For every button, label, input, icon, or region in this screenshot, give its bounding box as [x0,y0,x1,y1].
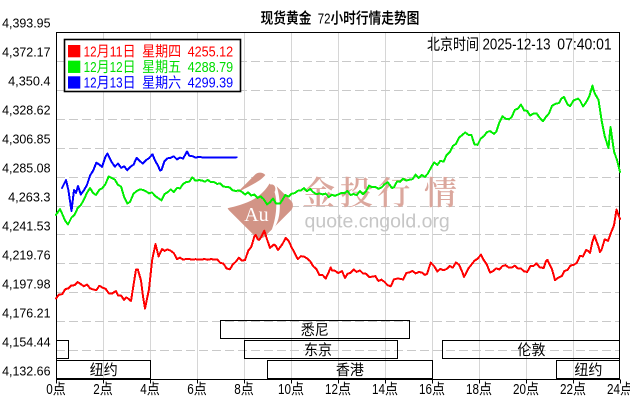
svg-text:4,306.85: 4,306.85 [2,132,50,147]
svg-text:6: 6 [187,382,194,398]
svg-text:07:40:01: 07:40:01 [557,36,611,53]
svg-text:11: 11 [110,44,123,60]
svg-text:4299.39: 4299.39 [188,76,234,92]
svg-text:14: 14 [372,382,385,398]
svg-text:2: 2 [93,382,100,398]
svg-text:12: 12 [325,382,338,398]
svg-text:4,372.17: 4,372.17 [2,45,50,60]
svg-text:12: 12 [110,60,123,76]
svg-text:4,393.95: 4,393.95 [2,16,50,31]
svg-text:4,328.62: 4,328.62 [2,103,50,118]
svg-text:4288.79: 4288.79 [188,60,234,76]
svg-text:quote.cngold.org: quote.cngold.org [305,211,450,233]
svg-text:4,241.53: 4,241.53 [2,219,50,234]
svg-text:Au: Au [244,204,268,226]
svg-text:18: 18 [466,382,479,398]
svg-text:8: 8 [234,382,241,398]
svg-text:0: 0 [46,382,53,398]
svg-text:24: 24 [607,382,620,398]
svg-text:22: 22 [560,382,573,398]
svg-text:10: 10 [278,382,291,398]
svg-text:4255.12: 4255.12 [188,44,234,60]
svg-text:4,197.98: 4,197.98 [2,277,50,292]
svg-text:13: 13 [110,76,123,92]
svg-text:4,176.21: 4,176.21 [2,306,50,321]
svg-text:4,219.76: 4,219.76 [2,248,50,263]
svg-text:4,350.4: 4,350.4 [8,74,50,89]
svg-text:4,154.44: 4,154.44 [2,335,50,350]
svg-text:4,132.66: 4,132.66 [2,364,50,379]
svg-text:12: 12 [84,60,97,76]
svg-text:2025-12-13: 2025-12-13 [483,36,551,53]
svg-text:4,263.3: 4,263.3 [8,190,50,205]
svg-text:72: 72 [318,12,331,28]
svg-text:12: 12 [84,44,97,60]
svg-text:12: 12 [84,76,97,92]
svg-text:4: 4 [140,382,147,398]
svg-text:4,285.08: 4,285.08 [2,161,50,176]
svg-text:20: 20 [513,382,526,398]
svg-text:16: 16 [419,382,432,398]
